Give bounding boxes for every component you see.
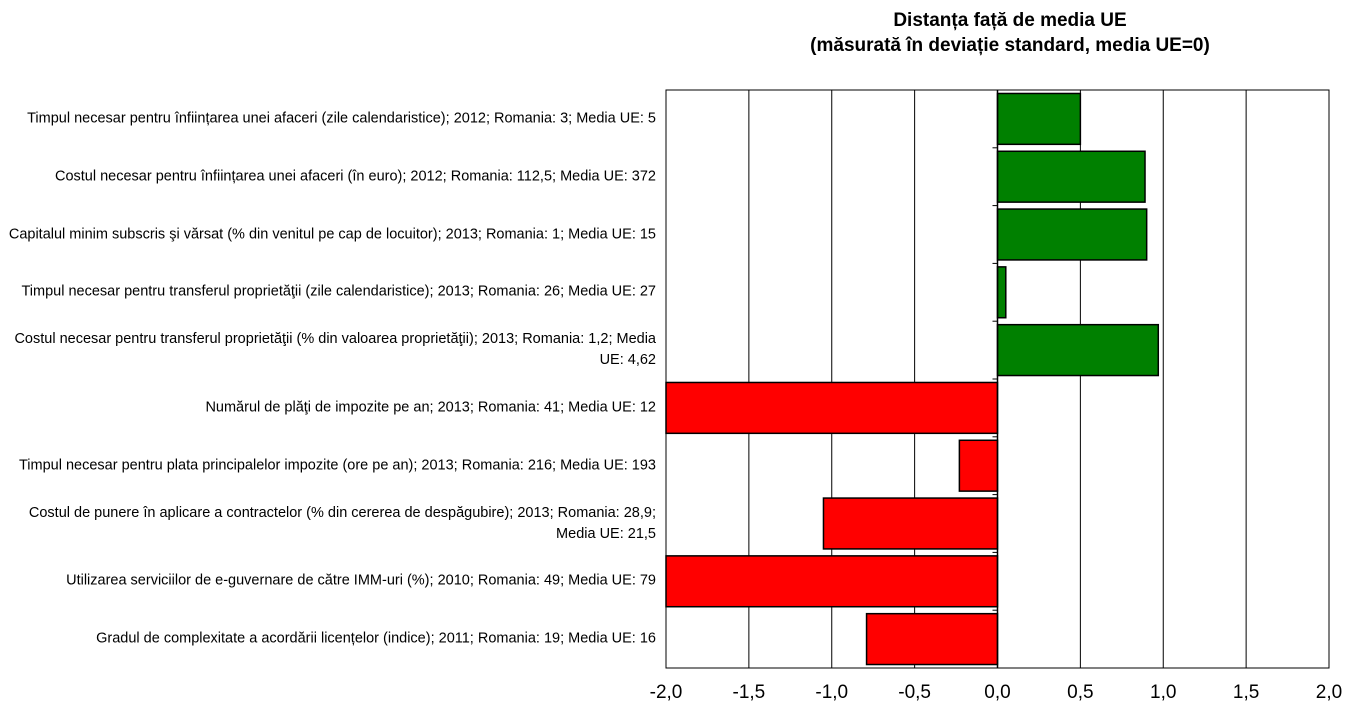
y-tick-label: Numărul de plăţi de impozite pe an; 2013… [205, 399, 656, 416]
x-tick-label: -1,5 [732, 682, 766, 703]
x-tick-label: -2,0 [649, 682, 683, 703]
x-tick-label: -1,0 [815, 682, 849, 703]
y-tick-label: Utilizarea serviciilor de e-guvernare de… [66, 572, 656, 589]
x-tick-label: 0,5 [1067, 682, 1094, 703]
y-tick-label: Costul necesar pentru transferul proprie… [14, 331, 656, 369]
y-tick-label: Timpul necesar pentru transferul proprie… [21, 283, 656, 300]
bar [996, 208, 1148, 261]
x-tick-label: 1,0 [1150, 682, 1177, 703]
y-tick-label: Gradul de complexitate a acordării licen… [96, 630, 656, 647]
chart-subtitle: (măsurată în deviație standard, media UE… [810, 35, 1210, 56]
bar [665, 381, 999, 435]
chart-title: Distanța față de media UE [893, 10, 1127, 31]
y-tick-label: Costul necesar pentru înființarea unei a… [54, 168, 656, 185]
y-tick-label: Timpul necesar pentru înființarea unei a… [27, 110, 656, 127]
bar [958, 439, 999, 492]
x-tick-label: 1,5 [1232, 682, 1260, 703]
x-tick-label: 0,0 [984, 682, 1011, 703]
bar [865, 612, 999, 666]
y-tick-label: Capitalul minim subscris şi vărsat (% di… [8, 226, 656, 242]
bar [996, 323, 1160, 377]
bar [822, 497, 999, 550]
x-tick-label: 2,0 [1315, 682, 1343, 703]
bar [996, 266, 1007, 319]
bar [665, 555, 999, 608]
bar [996, 150, 1146, 203]
y-tick-label: Costul de punere în aplicare a contracte… [28, 504, 656, 542]
x-tick-label: -0,5 [898, 682, 931, 703]
bar [996, 92, 1082, 146]
y-tick-label: Timpul necesar pentru plata principalelo… [18, 457, 656, 474]
